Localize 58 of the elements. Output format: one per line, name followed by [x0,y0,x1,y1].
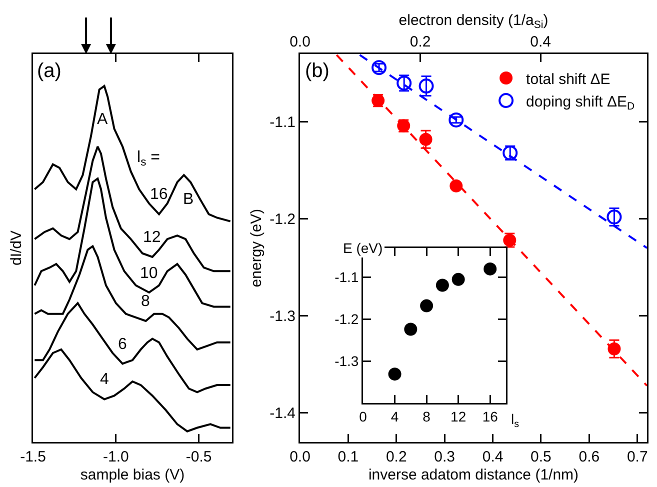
y-axis-title: E (eV) [343,240,383,256]
x-tick-label: 0.3 [434,448,456,466]
point [450,179,463,192]
point [404,322,418,336]
annotation: A [97,111,108,128]
y-tick-label: -1.4 [270,405,296,422]
x-tick-label: -1.5 [20,448,46,466]
series-label: 10 [140,265,158,282]
point [418,78,434,94]
annotation: B [183,191,194,208]
text: (a) [37,60,62,82]
x-tick-label: 16 [482,408,498,424]
legend-label: total shift ΔE [526,70,610,88]
point [452,272,465,286]
x2-axis-title: electron density (1/a$_{Si}$) [398,12,548,32]
x-tick-label: 0.0 [290,448,310,466]
y-tick-label: -1.2 [334,311,359,328]
series-label: 6 [118,336,127,353]
x-tick-label: 0.4 [482,448,504,466]
x2-tick-label: 0.2 [410,34,431,50]
x-tick-label: 4 [390,408,399,424]
y-axis-title: dI/dV [8,230,25,266]
point [420,299,434,312]
x-tick-label: 0.1 [338,448,359,466]
series-label: 16 [150,186,168,203]
annotation: (b) [305,60,330,82]
y-tick-label: -1.3 [270,308,296,326]
x-tick-label: 0.7 [626,448,648,466]
y-axis-title: energy (eV) [248,208,266,288]
y-tick-label: -1.3 [334,353,359,370]
annotation: l$_{s}$ = [137,149,160,168]
series-label: 4 [100,371,109,388]
x-axis-title: inverse adatom distance (1/nm) [368,466,579,484]
x-axis-title: sample bias (V) [80,466,185,484]
x2-tick-label: 0.4 [530,34,551,50]
x-tick-label: 0.2 [386,448,407,466]
point [388,368,402,381]
y-tick-label: -1.1 [270,114,296,132]
x-axis-title: l$_{s}$ [511,411,520,430]
series-label: 8 [141,293,150,310]
x-tick-label: 0 [359,408,368,424]
point [484,262,497,276]
legend-label: doping shift ΔE$_{D}$ [526,93,635,113]
point [608,342,621,356]
point [448,112,464,128]
x-tick-label: 0.6 [578,448,600,466]
y-tick-label: -1.1 [334,269,359,286]
x-tick-label: -0.5 [186,448,212,466]
point [419,132,432,146]
y-tick-label: -1.2 [270,211,296,228]
x-tick-label: 0.5 [530,448,552,466]
series-label: 12 [143,229,161,246]
x-tick-label: 12 [450,408,466,424]
point [436,278,449,292]
x-tick-label: -1.0 [102,448,129,466]
x2-tick-label: 0.0 [290,34,310,50]
x-tick-label: 8 [422,408,431,424]
point [372,60,387,76]
